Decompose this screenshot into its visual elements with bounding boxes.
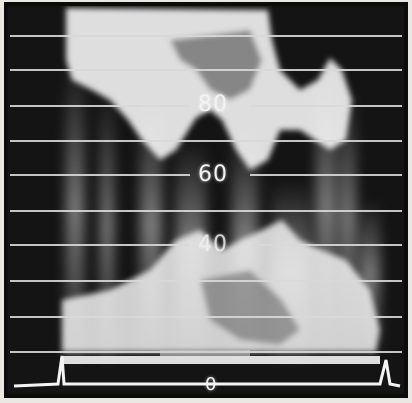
screen-bezel: [4, 2, 408, 398]
graticule-lines: [10, 35, 402, 353]
waveform-trace-lower: [62, 220, 380, 352]
scale-label-80: 80: [198, 92, 228, 117]
baseline-trace: [13, 350, 401, 388]
scale-label-0: 0: [205, 374, 218, 395]
scale-label-60: 60: [198, 162, 228, 187]
waveform-trace-upper: [66, 8, 352, 170]
scale-label-40: 40: [198, 232, 228, 257]
